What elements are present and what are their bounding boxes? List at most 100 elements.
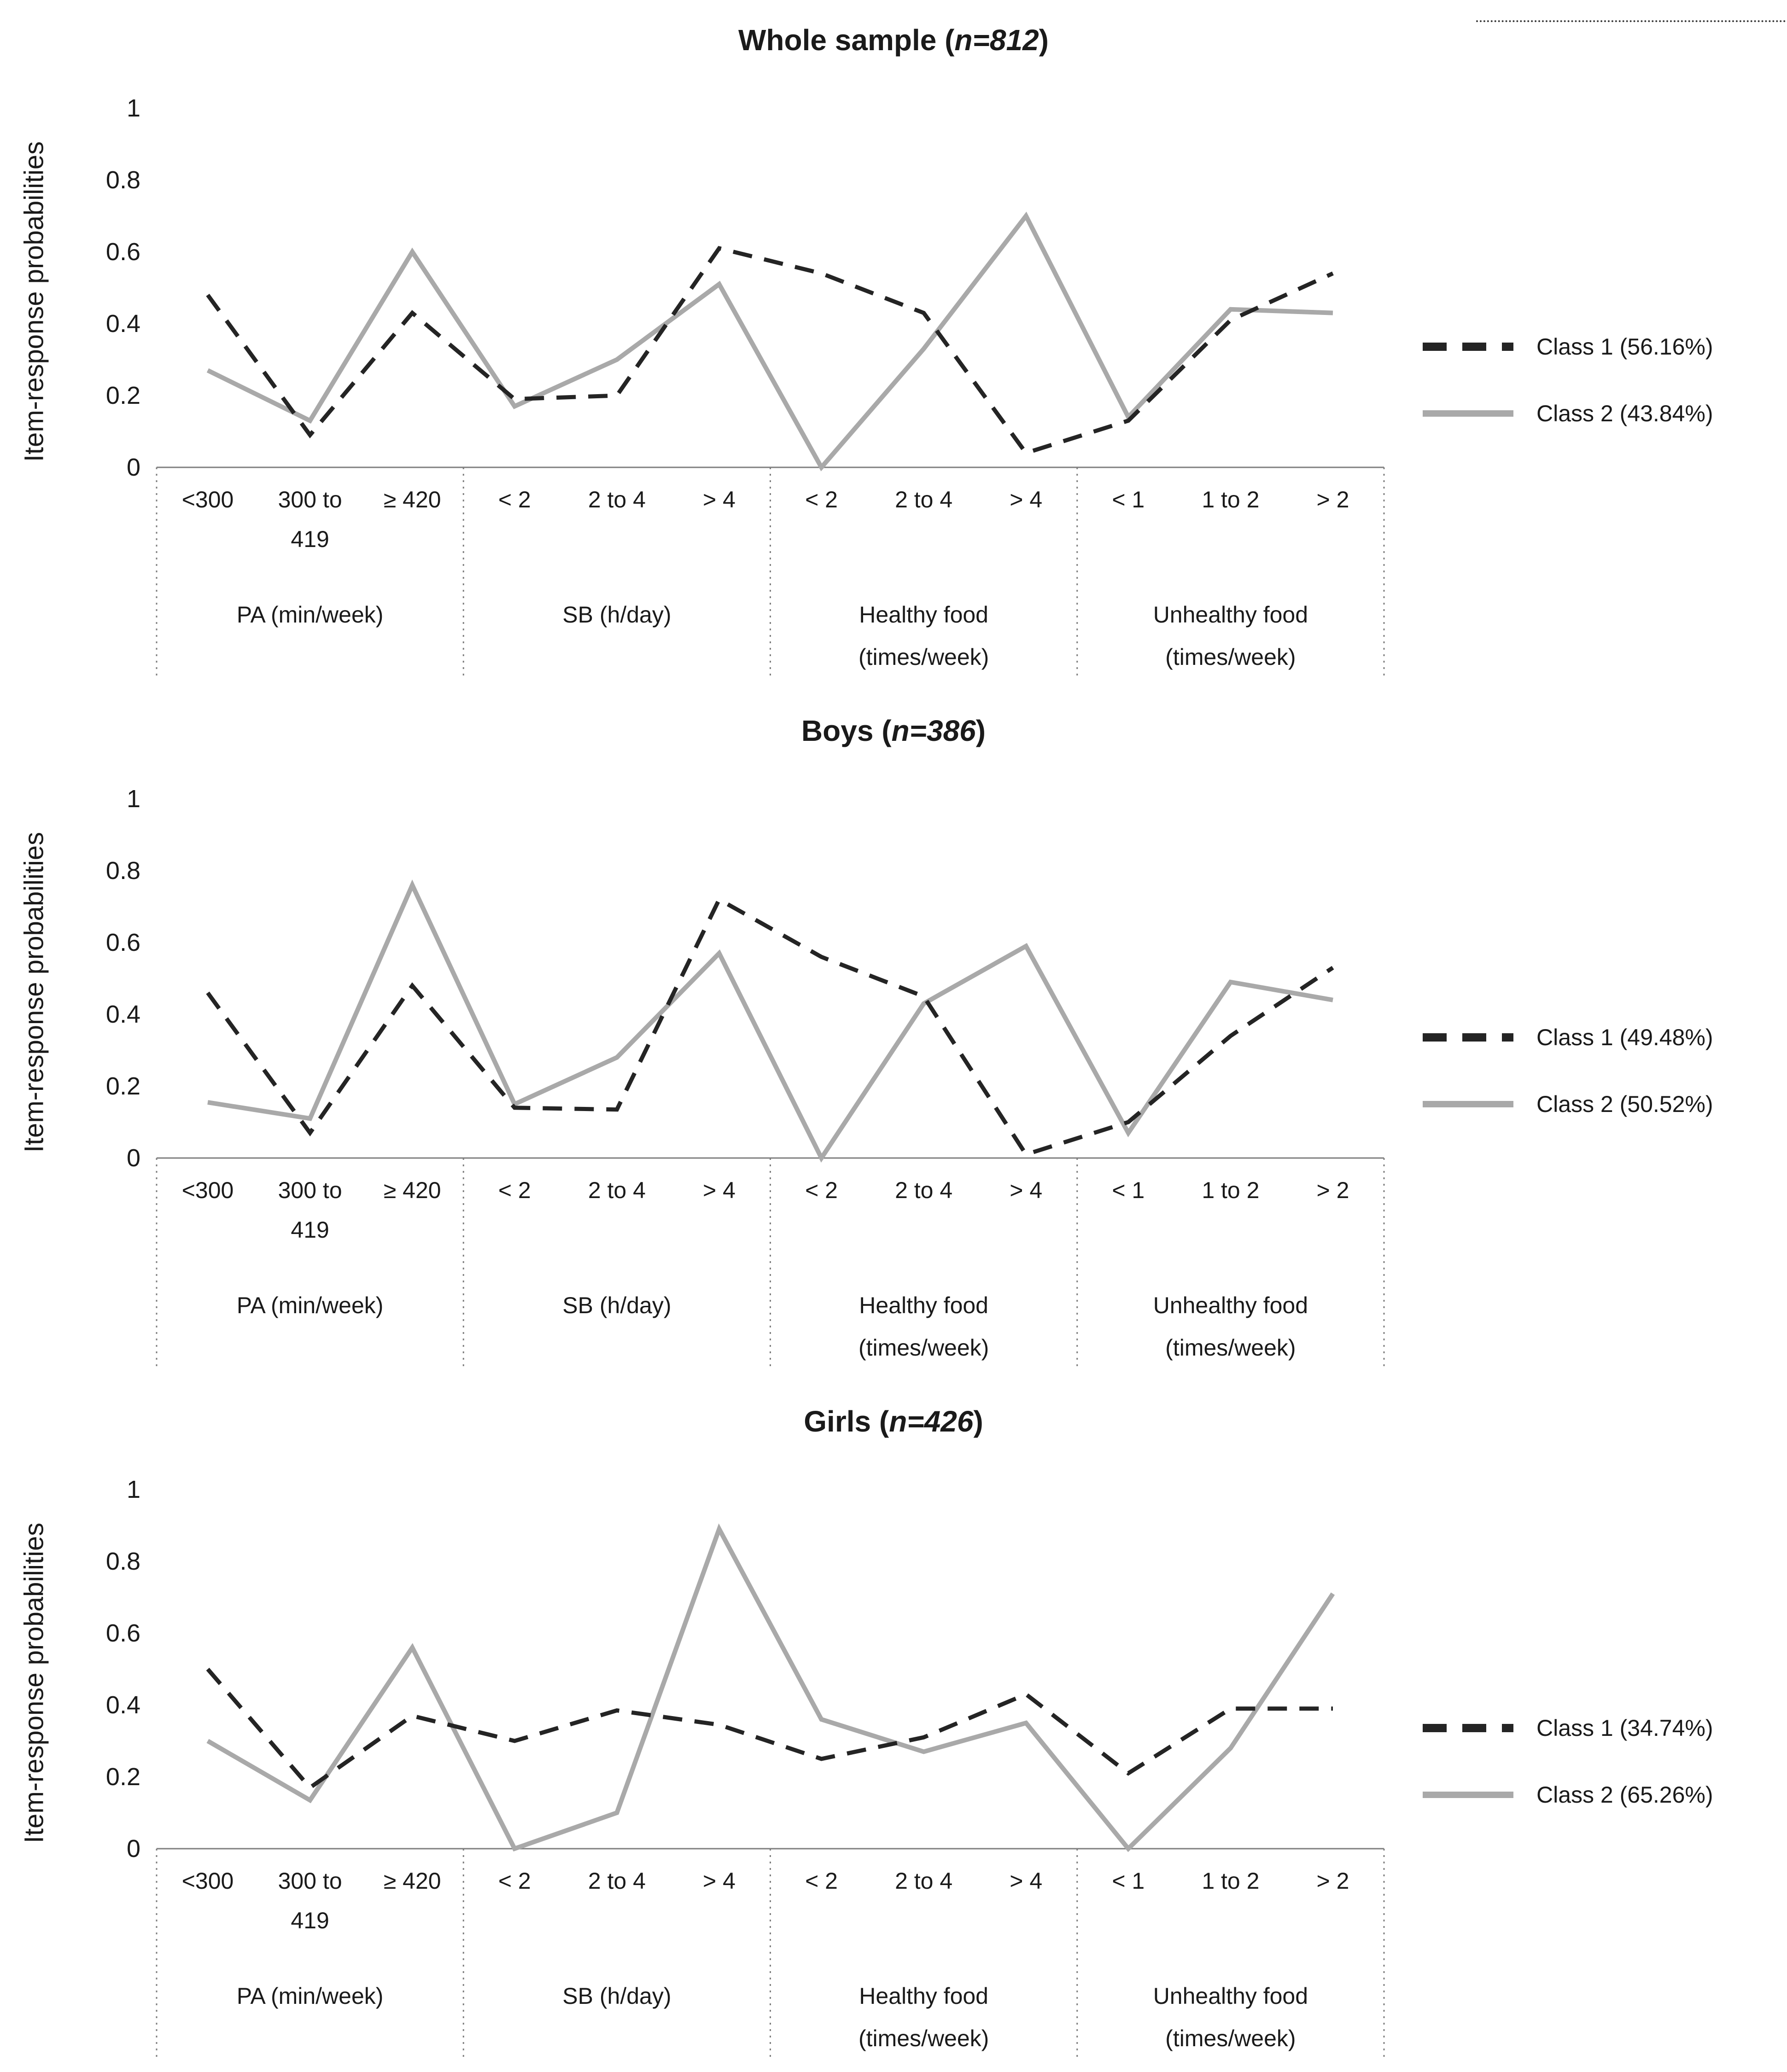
y-tick-label: 1 [126, 94, 140, 122]
y-tick-label: 0.6 [105, 929, 140, 956]
x-category-label: <300 [181, 487, 234, 512]
x-category-label: < 2 [498, 1868, 531, 1894]
y-tick-label: 0.2 [105, 1763, 140, 1791]
y-tick-label: 0.2 [105, 382, 140, 409]
title-close: ) [1039, 23, 1049, 57]
x-group-label: Unhealthy food (times/week) [1153, 1292, 1308, 1361]
y-tick-label: 0.4 [105, 310, 140, 338]
plot-area [156, 879, 1385, 1367]
x-category-label: > 2 [1316, 1177, 1349, 1203]
title-close: ) [973, 1405, 983, 1438]
x-category-label: 2 to 4 [895, 487, 953, 512]
y-tick-label: 0.8 [105, 857, 140, 885]
y-tick-label: 0.4 [105, 1691, 140, 1719]
x-group-label: PA (min/week) [236, 1292, 384, 1318]
x-group-label: Healthy food (times/week) [858, 1292, 989, 1361]
x-group-label: SB (h/day) [562, 602, 672, 628]
x-category-label: < 1 [1112, 487, 1145, 512]
series-class2-solid-line [206, 211, 1333, 471]
x-category-label: ≥ 420 [383, 1177, 441, 1203]
y-tick-label: 0.6 [105, 1619, 140, 1647]
x-category-label: ≥ 420 [383, 1868, 441, 1894]
title-n-italic: n=812 [954, 23, 1039, 57]
title-text: Whole sample ( [738, 23, 955, 57]
legend-label-class2: Class 2 (65.26%) [1536, 1781, 1713, 1808]
x-category-label: > 4 [703, 1868, 736, 1894]
class1-dashed-line-sample [1423, 342, 1513, 351]
legend-item-class2: Class 2 (50.52%) [1421, 1080, 1787, 1128]
legend-item-class2: Class 2 (43.84%) [1421, 389, 1787, 437]
x-category-label: 1 to 2 [1202, 1177, 1260, 1203]
series-class1-dashed-line [206, 1668, 1333, 1791]
top-right-dotted-artifact-line [1476, 20, 1786, 22]
legend-item-class1: Class 1 (34.74%) [1421, 1704, 1787, 1752]
x-category-label: 300 to 419 [278, 487, 342, 552]
chart-whole-sample: Whole sample (n=812) Item-response proba… [0, 0, 1787, 691]
legend-label-class2: Class 2 (43.84%) [1536, 400, 1713, 426]
legend-item-class1: Class 1 (49.48%) [1421, 1013, 1787, 1061]
x-group-label: Healthy food (times/week) [858, 602, 989, 670]
legend-label-class1: Class 1 (56.16%) [1536, 333, 1713, 360]
chart-title: Girls (n=426) [0, 1403, 1787, 1439]
x-group-label: SB (h/day) [562, 1983, 672, 2009]
x-group-label: PA (min/week) [236, 602, 384, 628]
legend-label-class1: Class 1 (49.48%) [1536, 1024, 1713, 1050]
legend: Class 1 (34.74%) Class 2 (65.26%) [1421, 1704, 1787, 1837]
title-n-italic: n=426 [889, 1405, 974, 1438]
legend-label-class2: Class 2 (50.52%) [1536, 1091, 1713, 1117]
y-tick-label: 0.2 [105, 1072, 140, 1100]
x-group-label: Unhealthy food (times/week) [1153, 602, 1308, 670]
series-class2-solid-line [206, 1523, 1335, 1852]
x-group-label: Unhealthy food (times/week) [1153, 1983, 1308, 2051]
x-category-label: > 2 [1316, 1868, 1349, 1894]
x-category-label: <300 [181, 1177, 234, 1203]
y-tick-label: 0.8 [105, 1548, 140, 1575]
title-text: Girls ( [804, 1405, 889, 1438]
title-text: Boys ( [801, 714, 892, 747]
title-close: ) [975, 714, 986, 747]
x-category-label: > 4 [1010, 1177, 1043, 1203]
y-tick-label: 0 [126, 1835, 140, 1862]
x-category-label: 300 to 419 [278, 1868, 342, 1933]
y-tick-label: 0 [126, 454, 140, 481]
x-category-label: 1 to 2 [1202, 1868, 1260, 1894]
x-group-label: SB (h/day) [562, 1292, 672, 1318]
x-category-label: 2 to 4 [895, 1868, 953, 1894]
legend-label-class1: Class 1 (34.74%) [1536, 1715, 1713, 1741]
x-category-label: < 2 [805, 1177, 838, 1203]
chart-title: Boys (n=386) [0, 713, 1787, 749]
x-category-label: 2 to 4 [895, 1177, 953, 1203]
series-class1-dashed-line [206, 246, 1334, 456]
x-category-label: > 4 [1010, 1868, 1043, 1894]
x-group-label: PA (min/week) [236, 1983, 384, 2009]
series-class2-solid-line [207, 879, 1333, 1163]
legend-item-class2: Class 2 (65.26%) [1421, 1770, 1787, 1819]
x-category-label: < 1 [1112, 1177, 1145, 1203]
x-category-label: <300 [181, 1868, 234, 1894]
legend: Class 1 (49.48%) Class 2 (50.52%) [1421, 1013, 1787, 1147]
y-tick-label: 1 [126, 785, 140, 813]
y-tick-label: 0.6 [105, 238, 140, 266]
y-tick-label: 1 [126, 1476, 140, 1503]
class2-solid-line-sample [1423, 410, 1513, 417]
x-category-label: > 4 [1010, 487, 1043, 512]
chart-girls: Girls (n=426) Item-response probabilitie… [0, 1381, 1787, 2072]
legend-item-class1: Class 1 (56.16%) [1421, 322, 1787, 371]
class2-solid-line-sample [1423, 1100, 1513, 1107]
x-category-label: < 2 [805, 1868, 838, 1894]
class2-solid-line-sample [1423, 1791, 1513, 1798]
series-class1-dashed-line [206, 896, 1334, 1157]
x-category-label: 2 to 4 [588, 1868, 646, 1894]
x-category-label: < 2 [805, 487, 838, 512]
chart-title: Whole sample (n=812) [0, 22, 1787, 58]
x-category-label: > 4 [703, 1177, 736, 1203]
plot-area [156, 1523, 1385, 2057]
x-category-label: < 2 [498, 487, 531, 512]
y-tick-label: 0.8 [105, 166, 140, 194]
x-category-label: 2 to 4 [588, 1177, 646, 1203]
class1-dashed-line-sample [1423, 1723, 1513, 1732]
chart-boys: Boys (n=386) Item-response probabilities… [0, 691, 1787, 1381]
title-n-italic: n=386 [891, 714, 976, 747]
y-tick-label: 0 [126, 1144, 140, 1172]
